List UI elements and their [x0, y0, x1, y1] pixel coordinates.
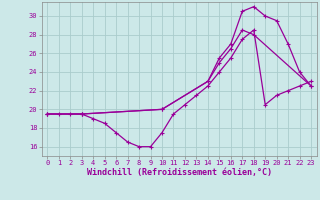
X-axis label: Windchill (Refroidissement éolien,°C): Windchill (Refroidissement éolien,°C) [87, 168, 272, 177]
